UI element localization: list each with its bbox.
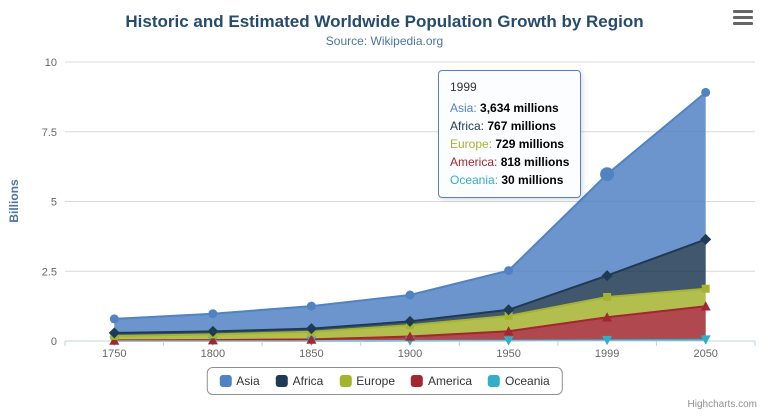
y-axis-label: 10 xyxy=(45,57,57,69)
tooltip-series-name: Oceania: xyxy=(450,173,502,187)
marker-america-2050[interactable] xyxy=(700,301,711,311)
marker-africa-2050[interactable] xyxy=(700,233,712,245)
chart-title: Historic and Estimated Worldwide Populat… xyxy=(125,12,644,31)
x-axis-label: 1800 xyxy=(201,348,225,360)
marker-europe-1999[interactable] xyxy=(603,293,612,301)
legend-symbol-oceania xyxy=(488,375,501,387)
tooltip-series-name: America: xyxy=(450,155,501,169)
tooltip-row-europe: Europe: 729 millions xyxy=(450,135,569,153)
series-area-asia[interactable] xyxy=(114,92,706,333)
legend-label: Africa xyxy=(292,374,324,388)
legend-symbol-europe xyxy=(339,375,352,387)
x-axis-label: 1999 xyxy=(595,348,619,360)
hamburger-icon xyxy=(733,22,753,25)
marker-africa-1800[interactable] xyxy=(207,325,219,337)
y-axis-label: 2.5 xyxy=(42,266,57,278)
marker-asia-2050[interactable] xyxy=(701,87,711,97)
marker-america-1900[interactable] xyxy=(405,331,415,341)
legend: Asia Africa Europe America Oceania xyxy=(206,367,563,395)
tooltip-header: 1999 xyxy=(450,80,477,94)
marker-america-1800[interactable] xyxy=(207,335,218,345)
legend-label: Europe xyxy=(356,374,396,388)
hamburger-icon xyxy=(733,10,753,13)
x-axis-label: 1850 xyxy=(299,348,323,360)
series-area-america[interactable] xyxy=(114,306,706,341)
legend-symbol-america xyxy=(411,375,424,387)
marker-america-1750[interactable] xyxy=(109,335,120,345)
marker-asia-1750[interactable] xyxy=(109,314,119,324)
y-axis-label: 7.5 xyxy=(42,127,57,139)
marker-africa-1999[interactable] xyxy=(601,270,613,282)
y-axis-title: Billions xyxy=(7,179,21,223)
context-menu-button[interactable] xyxy=(733,10,753,25)
y-axis-label: 0 xyxy=(51,336,57,348)
marker-europe-2050[interactable] xyxy=(701,284,710,293)
marker-asia-1850[interactable] xyxy=(306,301,316,311)
marker-oceania-2050[interactable] xyxy=(700,335,711,345)
marker-asia-1900[interactable] xyxy=(405,290,415,300)
tooltip-series-value: 818 millions xyxy=(500,155,570,169)
credits-link[interactable]: Highcharts.com xyxy=(687,399,757,410)
marker-oceania-1950[interactable] xyxy=(503,336,514,346)
tooltip-rows: Asia: 3,634 millions Africa: 767 millions… xyxy=(450,99,569,189)
marker-africa-1850[interactable] xyxy=(305,323,317,335)
hamburger-icon xyxy=(733,16,753,19)
legend-item-europe[interactable]: Europe xyxy=(339,374,395,388)
tooltip-series-name: Africa: xyxy=(450,119,488,133)
marker-america-1950[interactable] xyxy=(503,326,514,336)
tooltip-row-asia: Asia: 3,634 millions xyxy=(450,99,569,117)
series-area-africa[interactable] xyxy=(114,239,706,336)
legend-item-america[interactable]: America xyxy=(411,374,472,388)
marker-america-1850[interactable] xyxy=(306,334,317,344)
legend-item-africa[interactable]: Africa xyxy=(275,374,324,388)
tooltip-series-name: Europe: xyxy=(450,137,496,151)
tooltip: 1999 Asia: 3,634 millions Africa: 767 mil… xyxy=(438,70,582,198)
marker-europe-1950[interactable] xyxy=(504,311,513,320)
x-axis-label: 1900 xyxy=(398,348,422,360)
legend-symbol-asia xyxy=(219,375,232,387)
marker-africa-1750[interactable] xyxy=(108,327,120,339)
tooltip-series-name: Asia: xyxy=(450,101,481,115)
marker-america-1999[interactable] xyxy=(602,312,613,322)
x-axis-label: 2050 xyxy=(693,348,717,360)
legend-label: Asia xyxy=(236,374,260,388)
legend-item-asia[interactable]: Asia xyxy=(219,374,260,388)
marker-africa-1900[interactable] xyxy=(404,315,416,327)
x-axis-label: 1950 xyxy=(496,348,520,360)
hover-marker[interactable] xyxy=(600,167,615,182)
legend-label: Oceania xyxy=(505,374,550,388)
legend-symbol-africa xyxy=(275,375,288,387)
legend-label: America xyxy=(428,374,473,388)
tooltip-series-value: 3,634 millions xyxy=(480,101,559,115)
tooltip-row-oceania: Oceania: 30 millions xyxy=(450,171,569,189)
tooltip-series-value: 729 millions xyxy=(495,137,565,151)
y-axis-label: 5 xyxy=(51,197,57,209)
chart-subtitle: Source: Wikipedia.org xyxy=(325,34,444,48)
marker-africa-1950[interactable] xyxy=(503,304,515,316)
legend-item-oceania[interactable]: Oceania xyxy=(488,374,550,388)
marker-asia-1950[interactable] xyxy=(504,266,514,276)
marker-asia-1800[interactable] xyxy=(208,309,218,319)
tooltip-row-america: America: 818 millions xyxy=(450,153,569,171)
x-axis-label: 1750 xyxy=(102,348,126,360)
tooltip-series-value: 30 millions xyxy=(501,173,564,187)
tooltip-series-value: 767 millions xyxy=(487,119,557,133)
tooltip-row-africa: Africa: 767 millions xyxy=(450,117,569,135)
marker-oceania-1999[interactable] xyxy=(602,335,613,346)
